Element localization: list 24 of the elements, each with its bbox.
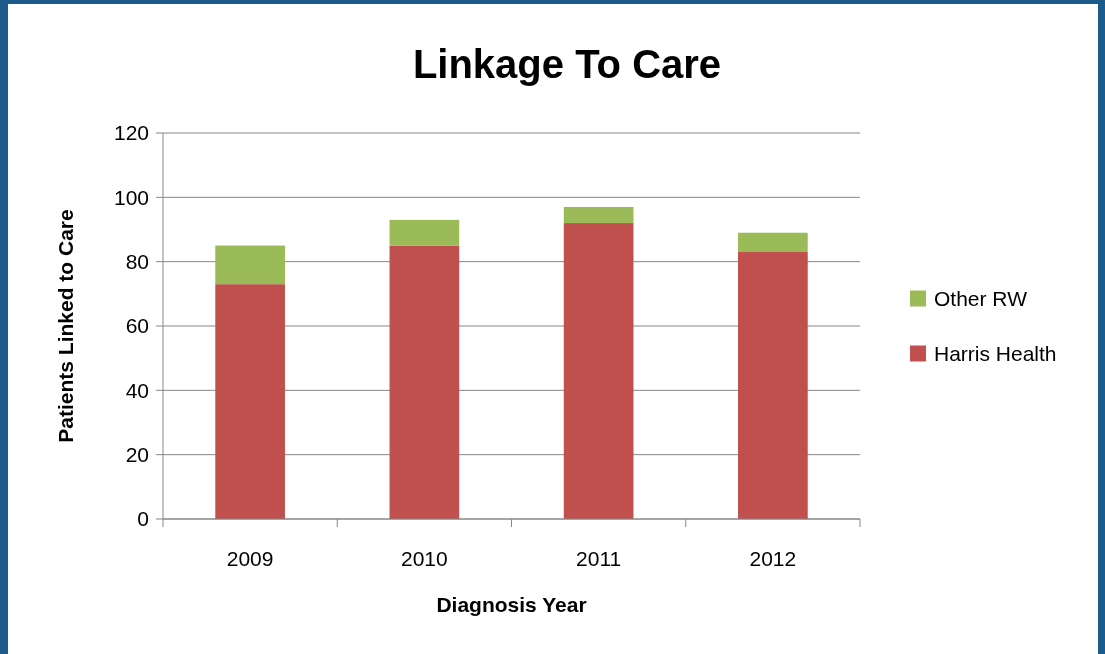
x-tick-label: 2011	[576, 547, 622, 570]
y-tick-label: 80	[125, 250, 149, 274]
bar	[738, 232, 808, 253]
x-tick-label: 2010	[401, 547, 448, 570]
bar	[563, 223, 634, 519]
y-tick-label: 100	[113, 185, 149, 209]
x-tick-label: 2009	[226, 547, 274, 570]
y-tick-label: 120	[113, 121, 149, 145]
bar	[738, 252, 808, 519]
y-tick-label: 40	[125, 378, 149, 402]
y-tick-label: 0	[137, 507, 149, 531]
x-axis-title: Diagnosis Year	[436, 593, 587, 616]
bar	[215, 284, 285, 519]
legend-label: Other RW	[934, 286, 1028, 310]
bar	[563, 206, 634, 224]
bar	[215, 245, 285, 285]
x-tick-label: 2012	[749, 547, 797, 570]
bar	[389, 219, 460, 246]
y-axis-title: Patients Linked to Care	[54, 209, 77, 443]
chart-title: Linkage To Care	[412, 42, 722, 86]
y-tick-label: 20	[125, 443, 149, 467]
bar	[389, 245, 460, 519]
legend-label: Harris Health	[934, 341, 1057, 365]
y-tick-label: 60	[125, 314, 149, 338]
